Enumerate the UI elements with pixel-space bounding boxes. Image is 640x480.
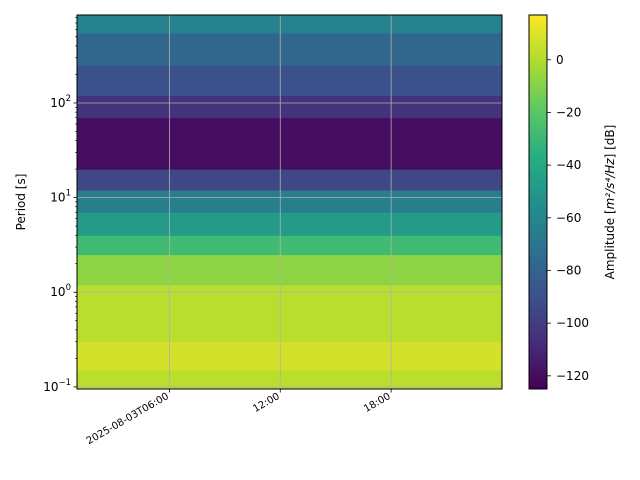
heatmap-band-11 [77,32,502,66]
colorbar-tick-label: −80 [556,263,581,277]
x-tick-label: 18:00 [362,391,392,415]
x-tick-label: 2025-08-03T06:00 [85,391,171,447]
colorbar-tick-label: −40 [556,158,581,172]
heatmap-cells [77,15,502,389]
colorbar-tick-label: 0 [556,53,564,67]
y-tick-label-exponent: 2 [66,94,71,104]
y-tick-label-exponent: 0 [66,283,71,293]
heatmap-band-7 [77,169,502,191]
colorbar-tick-label: −120 [556,369,589,383]
heatmap-band-12 [77,15,502,34]
x-axis: 2025-08-03T06:00 12:00 18:00 [85,389,393,447]
colorbar [528,14,548,390]
y-tick-label-base: 10 [50,191,65,205]
y-tick-label: 100 [50,283,71,299]
heatmap-band-3 [77,254,502,286]
colorbar-label-suffix: ] [dB] [603,125,617,159]
y-tick-label-base: 10 [50,96,65,110]
heatmap-band-2 [77,284,502,343]
y-tick-label: 101 [50,189,71,205]
y-tick-label-exponent: −1 [58,378,71,388]
heatmap-band-6 [77,190,502,213]
heatmap-band-9 [77,95,502,119]
colorbar-tick-label: −100 [556,316,589,330]
y-tick-label: 10−1 [43,378,71,394]
heatmap-band-4 [77,235,502,256]
grid-lines [77,15,502,389]
x-tick-label: 12:00 [251,391,281,415]
colorbar-tick-label: −20 [556,105,581,119]
heatmap-band-1 [77,341,502,371]
colorbar-tick-label: −60 [556,211,581,225]
y-tick-label: 102 [50,94,71,110]
colorbar-label: Amplitude [m²/s⁴/Hz] [dB] [603,125,617,280]
heatmap-band-0 [77,370,502,389]
colorbar-label-units: m²/s⁴/Hz [603,158,617,210]
y-tick-label-exponent: 1 [66,189,71,199]
y-tick-label-base: 10 [43,380,58,394]
colorbar-axis: −120 −100 −80 −60 −40 −20 0 [547,53,589,383]
colorbar-label-prefix: Amplitude [ [603,209,617,279]
y-axis-label: Period [s] [14,174,28,231]
y-tick-label-base: 10 [50,285,65,299]
heatmap-band-8 [77,117,502,170]
heatmap-band-10 [77,65,502,96]
heatmap-band-5 [77,212,502,236]
